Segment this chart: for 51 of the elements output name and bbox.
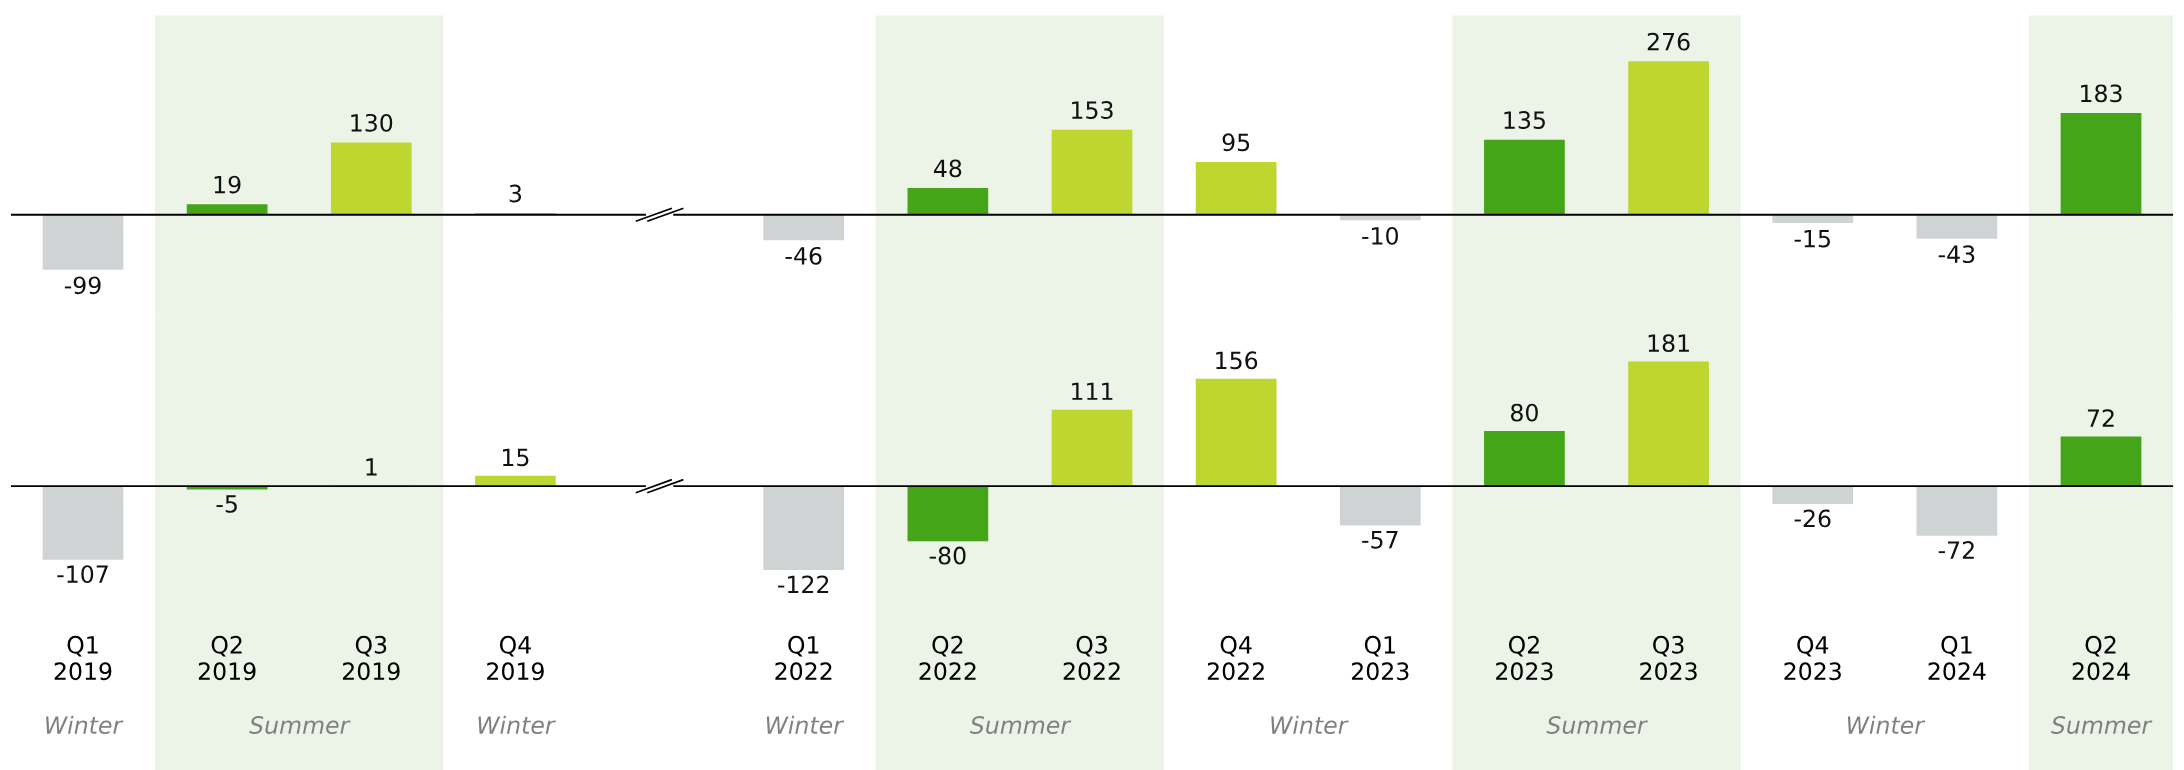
data-label: 135 [1504, 111, 1545, 129]
x-tick-label: Q1 2019 [54, 635, 112, 681]
band-label: Summer [1546, 716, 1648, 734]
data-label: 111 [1072, 382, 1113, 400]
data-label: 130 [351, 113, 393, 132]
data-label: -99 [64, 276, 101, 295]
data-label: 183 [2081, 84, 2122, 103]
data-label: 3 [509, 184, 522, 203]
data-label: -122 [778, 575, 829, 594]
data-label: -46 [785, 246, 822, 265]
data-label: 1 [366, 458, 377, 476]
data-label: -5 [216, 495, 237, 513]
data-label: 48 [933, 159, 962, 178]
x-tick-label: Q3 2023 [1640, 635, 1697, 681]
band-label: Summer [969, 716, 1072, 734]
data-label: 15 [502, 448, 529, 467]
data-label: 276 [1647, 32, 1690, 51]
data-label: -107 [57, 565, 108, 584]
data-label: -72 [1938, 541, 1974, 559]
x-tick-label: Q4 2022 [1207, 635, 1264, 681]
data-label: 181 [1648, 334, 1689, 353]
data-label: 72 [2087, 409, 2114, 427]
x-tick-label: Q2 2023 [1496, 635, 1553, 681]
x-tick-label: Q1 2024 [1928, 635, 1986, 681]
x-tick-label: Q3 2019 [342, 635, 400, 681]
data-label: 80 [1511, 403, 1538, 422]
text: Winter [766, 715, 845, 734]
data-label: -10 [1362, 226, 1398, 245]
data-label: -26 [1794, 509, 1831, 528]
x-tick-label: Q4 2023 [1784, 635, 1841, 681]
x-tick-label: Q2 2019 [198, 635, 256, 681]
band-label: Summer [2051, 716, 2153, 734]
band-label: Summer [249, 716, 351, 734]
data-label: -43 [1938, 245, 1975, 264]
text: Winter [1271, 715, 1349, 734]
x-tick-label: Q4 2019 [487, 635, 544, 681]
x-tick-label: Q3 2022 [1063, 635, 1120, 681]
data-label: 95 [1222, 133, 1250, 152]
text: Winter [478, 715, 556, 734]
x-tick-label: Q1 2023 [1351, 635, 1409, 681]
x-tick-label: Q1 2022 [775, 635, 832, 681]
data-label: -80 [929, 546, 966, 565]
text: Winter [46, 715, 124, 734]
data-label: -15 [1794, 229, 1830, 248]
x-tick-label: Q2 2022 [919, 635, 976, 681]
text: Winter [1847, 715, 1926, 734]
x-tick-label: Q2 2024 [2072, 635, 2130, 681]
data-label: 19 [214, 175, 241, 194]
data-label: 156 [1216, 351, 1258, 370]
data-label: 153 [1072, 101, 1113, 119]
data-label: -57 [1362, 531, 1398, 549]
